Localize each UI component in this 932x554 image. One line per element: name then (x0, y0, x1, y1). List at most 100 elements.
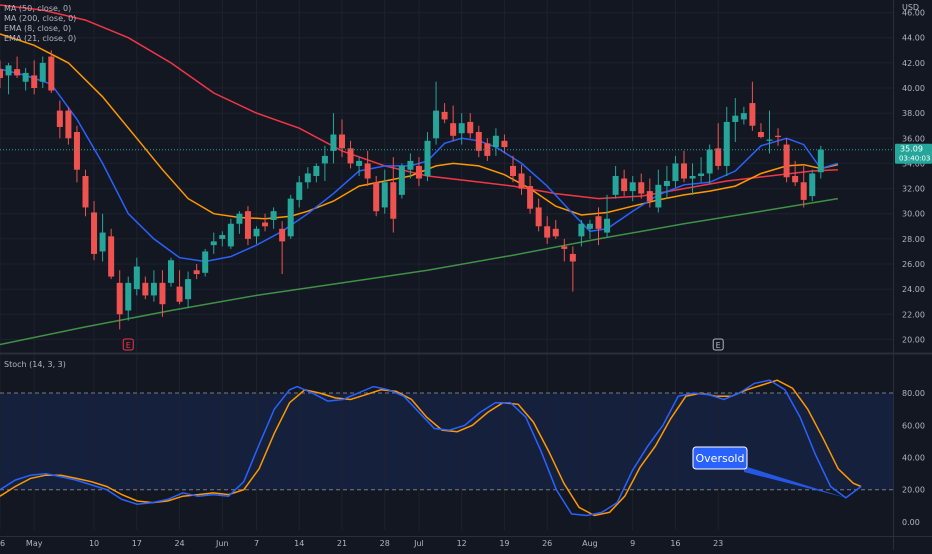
candle-body (706, 149, 713, 174)
candle-body (14, 69, 21, 76)
candle-body (22, 72, 29, 82)
candle-body (766, 139, 773, 141)
candle (176, 270, 183, 305)
candle (168, 257, 174, 287)
candle-body (398, 165, 405, 195)
candle-body (672, 163, 679, 182)
ema21-line (0, 33, 839, 220)
legend-ma200[interactable]: MA (200, close, 0) (4, 14, 77, 23)
stoch-tick-label: 40.00 (902, 454, 925, 463)
price-tick-label: 30.00 (902, 210, 925, 219)
candle (544, 216, 551, 244)
candle (279, 221, 286, 275)
candle (433, 81, 440, 145)
price-tick-label: 44.00 (902, 34, 925, 43)
legend-ma50[interactable]: MA (50, close, 0) (4, 4, 72, 13)
candle-body (749, 103, 756, 126)
annotation-pointer (744, 466, 846, 498)
oversold-annotation: Oversold (692, 446, 846, 498)
candle (800, 165, 807, 208)
price-tick-label: 34.00 (902, 159, 925, 168)
price-tick-label: 42.00 (902, 59, 925, 68)
candle (552, 220, 559, 239)
candle (510, 155, 516, 183)
candle-body (270, 211, 277, 220)
candle-body (595, 216, 602, 229)
candle (296, 176, 303, 208)
candle (621, 169, 628, 197)
candle-body (715, 148, 722, 166)
candle (757, 123, 764, 139)
candle (108, 228, 115, 280)
candle-body (510, 165, 516, 176)
candle-body (73, 132, 80, 170)
legend-ema21[interactable]: EMA (21, close, 0) (4, 34, 77, 43)
candle (749, 81, 756, 131)
candle (723, 106, 730, 176)
candle (5, 62, 12, 95)
candle (809, 169, 816, 202)
candle-body (424, 140, 431, 176)
candle (116, 270, 123, 330)
time-tick-label: 19 (499, 539, 509, 548)
candle-body (339, 134, 345, 149)
candle (501, 134, 508, 154)
candle-body (757, 132, 764, 138)
legend-ema8[interactable]: EMA (8, close, 0) (4, 24, 72, 33)
candle-body (732, 115, 739, 122)
candle (202, 248, 209, 277)
candle-body (82, 176, 89, 208)
candle-body (244, 211, 251, 239)
stoch-title[interactable]: Stoch (14, 3, 3) (4, 360, 66, 369)
time-tick-label: 12 (457, 539, 467, 548)
candle-body (809, 173, 816, 197)
candle (792, 160, 799, 187)
earnings-marker-label: E (126, 341, 131, 350)
candle (313, 163, 320, 183)
candle-body (125, 282, 132, 311)
candle-body (407, 160, 414, 170)
candle-body (304, 173, 311, 183)
candle (681, 150, 687, 183)
candle (638, 173, 645, 199)
price-tick-label: 28.00 (902, 235, 925, 244)
candle-body (433, 110, 440, 139)
candle (125, 276, 132, 321)
candle (415, 157, 422, 187)
time-tick-label: 23 (713, 539, 723, 548)
candle-body (646, 191, 653, 202)
time-tick-label: 17 (132, 539, 142, 548)
candle (467, 113, 474, 139)
candle-body (638, 182, 645, 194)
candle-body (552, 228, 559, 237)
candle-body (586, 223, 593, 229)
candle-body (150, 282, 157, 296)
candle (595, 207, 602, 246)
candle (31, 60, 38, 95)
candle-body (527, 186, 534, 209)
candle (65, 106, 72, 145)
candle-body (561, 246, 568, 249)
candle (775, 128, 782, 146)
candle (492, 128, 499, 156)
candle-body (193, 270, 200, 275)
candle-body (800, 182, 807, 200)
candle (783, 138, 790, 183)
candle-body (31, 75, 38, 88)
candle (715, 123, 722, 170)
candle-body (39, 62, 46, 82)
currency-label: USD (902, 3, 919, 12)
candle-body (168, 260, 174, 283)
ma200-line (0, 197, 839, 346)
candle (475, 125, 482, 158)
candle (672, 155, 679, 188)
candle (561, 238, 568, 262)
time-tick-label: Aug (582, 539, 598, 548)
candle (227, 218, 234, 249)
candle (364, 150, 371, 187)
candle (646, 178, 653, 208)
time-tick-label: Jun (215, 539, 229, 548)
candle (527, 176, 534, 214)
candle (339, 119, 345, 158)
price-tick-label: 24.00 (902, 285, 925, 294)
